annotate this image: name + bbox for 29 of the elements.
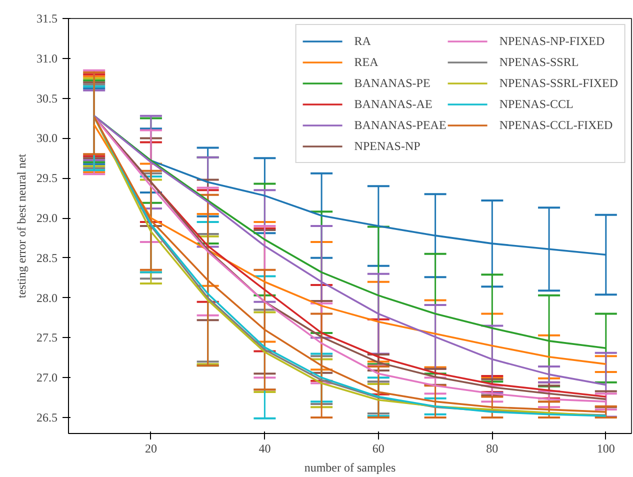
y-tick-label: 30.5 [36,91,58,106]
x-tick-label: 40 [258,442,271,456]
y-tick-label: 28.0 [36,290,58,305]
y-tick-label: 29.5 [36,171,58,186]
legend-label: REA [354,54,378,70]
y-tick-label: 28.5 [36,250,58,265]
legend-label: BANANAS-PE [354,76,430,90]
x-axis-title: number of samples [304,460,396,474]
y-axis-title: testing error of best neural net [14,153,28,298]
legend-label: NPENAS-SSRL [499,54,579,70]
y-tick-label: 30.0 [36,131,58,146]
legend-label: NPENAS-NP [354,138,420,154]
legend-label: BANANAS-AE [354,96,432,112]
y-tick-label: 31.0 [36,51,58,66]
y-tick-label: 31.5 [36,12,58,26]
x-tick-label: 60 [372,442,384,456]
legend-label: RA [354,34,372,48]
legend-label: NPENAS-NP-FIXED [499,34,605,48]
y-tick-label: 26.5 [36,410,58,425]
x-tick-label: 20 [144,442,157,456]
legend-label: BANANAS-PEAE [354,118,446,132]
y-tick-label: 27.5 [36,330,58,345]
y-tick-label: 29.0 [36,211,58,226]
x-tick-label: 80 [486,442,498,456]
legend-label: NPENAS-CCL [499,96,574,112]
x-tick-label: 100 [596,442,615,456]
y-tick-label: 27.0 [36,370,58,385]
legend-label: NPENAS-CCL-FIXED [499,118,613,132]
legend-label: NPENAS-SSRL-FIXED [499,76,618,90]
